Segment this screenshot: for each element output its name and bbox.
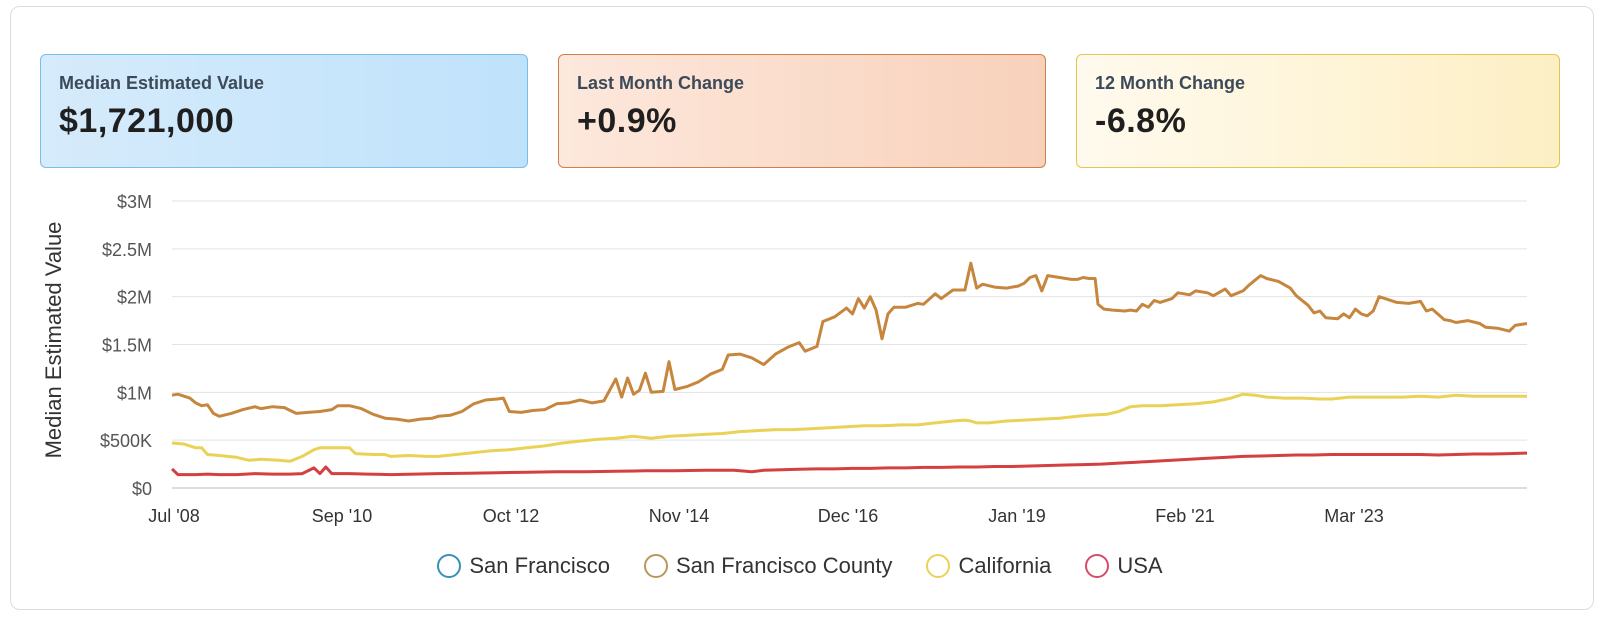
y-tick-label: $2M — [117, 288, 152, 308]
median-value-card: Median Estimated Value $1,721,000 — [40, 54, 528, 168]
x-tick-label: Sep '10 — [312, 506, 373, 526]
series-line-usa — [170, 451, 1528, 477]
legend-label: San Francisco County — [676, 553, 893, 578]
legend-item-california[interactable]: California — [926, 553, 1051, 579]
last-month-change-card: Last Month Change +0.9% — [558, 54, 1046, 168]
chart-legend: San Francisco San Francisco County Califor… — [0, 553, 1600, 579]
legend-swatch — [644, 554, 668, 578]
x-tick-label: Nov '14 — [649, 506, 709, 526]
legend-label: California — [958, 553, 1052, 578]
y-tick-label: $3M — [117, 192, 152, 212]
legend-label: San Francisco — [469, 553, 610, 578]
x-tick-label: Mar '23 — [1324, 506, 1383, 526]
legend-item-san-francisco-county[interactable]: San Francisco County — [644, 553, 892, 579]
y-tick-label: $1M — [117, 383, 152, 403]
x-tick-label: Oct '12 — [483, 506, 539, 526]
median-value-label: Median Estimated Value — [59, 73, 265, 93]
legend-swatch — [437, 554, 462, 578]
x-tick-label: Jan '19 — [988, 506, 1045, 526]
y-tick-label: $2.5M — [102, 240, 152, 260]
legend-item-san-francisco[interactable]: San Francisco — [437, 553, 610, 579]
legend-label: USA — [1117, 553, 1163, 578]
x-tick-label: Feb '21 — [1155, 506, 1214, 526]
legend-swatch — [926, 554, 951, 578]
y-axis-label: Median Estimated Value — [41, 222, 66, 459]
twelve-month-change-value: -6.8% — [1095, 102, 1187, 140]
last-month-change-value: +0.9% — [577, 102, 677, 140]
twelve-month-change-label: 12 Month Change — [1095, 73, 1246, 93]
twelve-month-change-card: 12 Month Change -6.8% — [1076, 54, 1560, 168]
series-line-california — [171, 392, 1527, 463]
series-line-san-francisco-county — [171, 261, 1528, 423]
y-tick-label: $1.5M — [102, 336, 152, 356]
y-tick-label: $0 — [132, 479, 152, 499]
y-tick-label: $500K — [100, 431, 152, 451]
legend-item-usa[interactable]: USA — [1085, 553, 1163, 579]
legend-swatch — [1085, 554, 1110, 578]
last-month-change-label: Last Month Change — [577, 73, 744, 93]
x-tick-label: Dec '16 — [818, 506, 878, 526]
x-tick-label: Jul '08 — [148, 506, 199, 526]
median-value: $1,721,000 — [59, 102, 235, 140]
